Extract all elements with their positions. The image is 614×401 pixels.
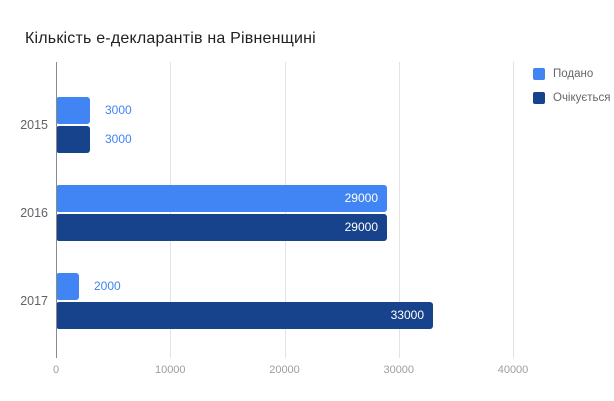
- gridline: [513, 62, 514, 358]
- bar-value-label: 2000: [94, 279, 121, 293]
- legend-label-ochikuietsia: Очікується: [553, 91, 611, 104]
- bar-value-label: 29000: [344, 191, 378, 205]
- legend-swatch-podano: [533, 67, 545, 80]
- x-tick-label: 10000: [154, 364, 186, 376]
- legend-swatch-ochikuietsia: [533, 91, 545, 104]
- legend-label-podano: Подано: [553, 67, 594, 80]
- bar-value-label: 29000: [344, 220, 378, 234]
- x-tick-label: 0: [52, 364, 60, 376]
- y-category-label: 2015: [20, 118, 48, 132]
- bar-value-label: 33000: [390, 308, 424, 322]
- chart-title: Кількість е-декларантів на Рівненщині: [25, 30, 316, 47]
- bar-ochikuietsia-2017: [56, 302, 433, 329]
- bar-value-label: 3000: [105, 103, 132, 117]
- gridline: [398, 62, 400, 358]
- x-tick-label: 30000: [383, 364, 415, 376]
- y-category-label: 2017: [20, 294, 48, 308]
- axis-baseline: [56, 62, 57, 358]
- bar-ochikuietsia-2016: [56, 214, 387, 241]
- legend-item-ochikuietsia: Очікується: [533, 91, 611, 104]
- bar-value-label: 3000: [105, 132, 132, 146]
- y-category-label: 2016: [20, 206, 48, 220]
- bar-podano-2017: [56, 273, 79, 300]
- legend-item-podano: Подано: [533, 67, 611, 80]
- bar-podano-2015: [56, 97, 90, 124]
- bar-ochikuietsia-2015: [56, 126, 90, 153]
- x-tick-label: 40000: [497, 364, 529, 376]
- bar-podano-2016: [56, 185, 387, 212]
- x-tick-label: 20000: [269, 364, 300, 376]
- legend: Подано Очікується: [533, 67, 611, 115]
